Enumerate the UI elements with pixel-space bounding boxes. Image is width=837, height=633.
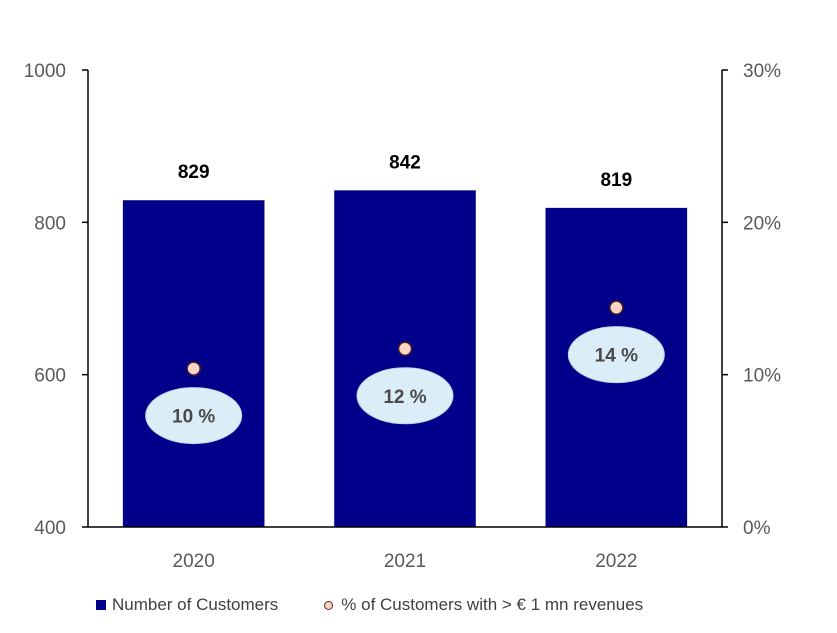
bar-2021 (334, 190, 476, 528)
percent-value-label-2021: 12 % (383, 387, 426, 408)
percent-label-bubble-2020 (145, 387, 243, 445)
y-left-tick-label-600: 600 (34, 366, 66, 387)
y-left-tick-label-1000: 1000 (24, 61, 66, 82)
combo-chart: 829 842 819 400 600 800 1000 0% 10% 20% 30% 2020 202… (24, 61, 781, 572)
legend-item-percent: % of Customers with > € 1 mn revenues (324, 595, 643, 615)
bar-value-label-2020: 829 (178, 162, 210, 183)
percent-value-label-2022: 14 % (595, 346, 638, 367)
y-right-tick-label-20%: 20% (743, 213, 781, 234)
percent-point-2021 (397, 341, 413, 357)
x-tick-label-2020: 2020 (173, 551, 215, 572)
percent-point-2020 (186, 361, 201, 376)
x-tick-label-2021: 2021 (384, 551, 426, 572)
legend-dot-swatch (324, 600, 334, 610)
legend-label-customers: Number of Customers (112, 595, 279, 614)
percent-label-bubble-2021 (356, 367, 454, 425)
y-right-tick-label-30%: 30% (743, 61, 781, 82)
y-left-tick-label-800: 800 (34, 213, 66, 234)
percent-value-label-2020: 10 % (172, 407, 215, 428)
y-right-tick-label-10%: 10% (743, 366, 781, 387)
percent-label-bubble-2022 (567, 326, 665, 384)
x-tick-label-2022: 2022 (595, 551, 637, 572)
percent-point-2022 (609, 300, 624, 315)
y-right-tick-label-0%: 0% (743, 518, 771, 539)
bar-value-label-2022: 819 (600, 170, 632, 191)
chart-legend: Number of Customers % of Customers with … (96, 595, 689, 615)
legend-item-customers: Number of Customers (96, 595, 278, 615)
bar-value-label-2021: 842 (389, 152, 421, 173)
legend-bar-swatch (96, 600, 106, 610)
legend-label-percent: % of Customers with > € 1 mn revenues (341, 595, 644, 614)
y-left-tick-label-400: 400 (34, 518, 66, 539)
